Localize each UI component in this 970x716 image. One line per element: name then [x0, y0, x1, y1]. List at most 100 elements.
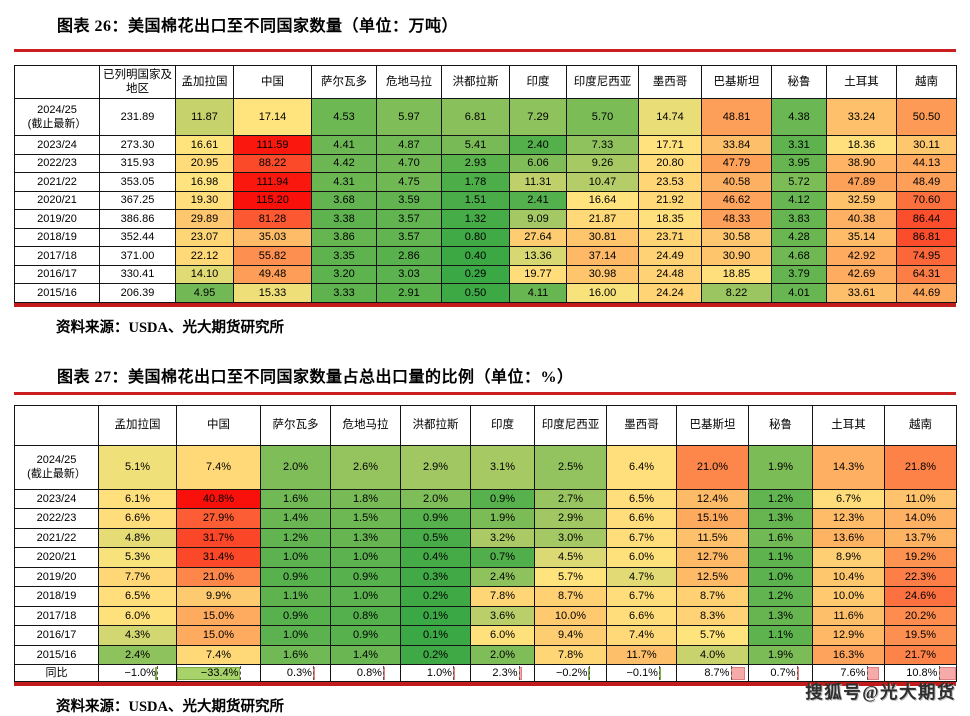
yoy-axis-line: [659, 666, 661, 680]
data-cell: 2.93: [441, 153, 510, 173]
data-cell: 17.14: [233, 98, 312, 136]
yoy-axis-line: [383, 666, 385, 680]
data-cell: 35.14: [826, 227, 897, 247]
data-cell: 30.58: [701, 227, 772, 247]
data-cell: 35.03: [233, 227, 312, 247]
data-cell: 1.1%: [748, 547, 813, 568]
data-cell: 0.9%: [330, 625, 401, 646]
data-cell: 1.3%: [330, 527, 401, 548]
data-cell: 6.0%: [606, 547, 677, 568]
data-cell: 7.7%: [98, 566, 177, 587]
data-cell: 4.31: [311, 172, 377, 192]
row-label: 2017/18: [14, 246, 100, 266]
data-cell: 12.3%: [812, 508, 885, 529]
data-cell: 3.6%: [470, 605, 535, 626]
data-cell: 27.64: [509, 227, 567, 247]
data-cell: 30.11: [896, 135, 957, 155]
data-cell: 7.33: [566, 135, 639, 155]
column-header: 土耳其: [826, 65, 897, 99]
column-header: 秘鲁: [771, 65, 827, 99]
column-header: 中国: [176, 404, 261, 446]
total-cell: 352.44: [99, 227, 176, 247]
data-cell: 115.20: [233, 190, 312, 210]
data-cell: 8.9%: [812, 547, 885, 568]
table-row: 2016/17 330.41 14.10 49.48 3.20 3.03 0.29 19.77…: [14, 264, 957, 284]
data-cell: 8.7%: [534, 586, 607, 607]
data-cell: 2.91: [376, 283, 442, 303]
figure26-source: 资料来源：USDA、光大期货研究所: [56, 319, 284, 336]
column-header: 中国: [233, 65, 312, 99]
yoy-axis-line: [866, 666, 868, 680]
watermark-sohu-account: 搜狐号@光大期货: [805, 682, 956, 702]
data-cell: 9.26: [566, 153, 639, 173]
yoy-value: 8.7%: [704, 667, 730, 679]
data-cell: 6.06: [509, 153, 567, 173]
data-cell: 12.9%: [812, 625, 885, 646]
data-cell: 18.35: [638, 209, 702, 229]
figure26-bottom-rule: [14, 302, 956, 307]
data-cell: 47.79: [701, 153, 772, 173]
data-cell: 47.89: [826, 172, 897, 192]
data-cell: 5.41: [441, 135, 510, 155]
row-label: 2024/25 (截止最新）: [14, 444, 99, 490]
data-cell: 11.31: [509, 172, 567, 192]
data-cell: 6.0%: [470, 625, 535, 646]
data-cell: 1.9%: [748, 644, 813, 665]
data-cell: 15.0%: [176, 605, 261, 626]
data-cell: 0.9%: [330, 566, 401, 587]
data-cell: 2.0%: [470, 644, 535, 665]
data-cell: 46.62: [701, 190, 772, 210]
yoy-axis-line: [938, 666, 940, 680]
yoy-negative-bar: [177, 666, 240, 680]
data-cell: 37.14: [566, 246, 639, 266]
data-cell: 2.6%: [330, 444, 401, 490]
row-label: 2023/24: [14, 488, 99, 509]
row-label: 2017/18: [14, 605, 99, 626]
data-cell: 10.4%: [812, 566, 885, 587]
data-cell: 3.83: [771, 209, 827, 229]
data-cell: 3.33: [311, 283, 377, 303]
data-cell: 0.9%: [400, 508, 471, 529]
data-cell: 74.95: [896, 246, 957, 266]
data-cell: 33.24: [826, 98, 897, 136]
data-cell: 4.5%: [534, 547, 607, 568]
data-cell: 40.8%: [176, 488, 261, 509]
data-cell: 0.80: [441, 227, 510, 247]
data-cell: 2.7%: [534, 488, 607, 509]
data-cell: 24.24: [638, 283, 702, 303]
data-cell: 12.4%: [676, 488, 749, 509]
column-header: 危地马拉: [330, 404, 401, 446]
yoy-cell: 0.8%: [330, 664, 401, 682]
data-cell: 6.0%: [98, 605, 177, 626]
data-cell: 8.7%: [676, 586, 749, 607]
data-cell: 6.7%: [606, 527, 677, 548]
data-cell: 9.09: [509, 209, 567, 229]
yoy-cell: 0.7%: [748, 664, 813, 682]
data-cell: 42.69: [826, 264, 897, 284]
data-cell: 18.36: [826, 135, 897, 155]
table-row: 2020/21 367.25 19.30 115.20 3.68 3.59 1.51 2.41…: [14, 190, 957, 210]
column-header: 墨西哥: [638, 65, 702, 99]
data-cell: 4.75: [376, 172, 442, 192]
column-header: 越南: [884, 404, 957, 446]
data-cell: 1.9%: [748, 444, 813, 490]
data-cell: 40.38: [826, 209, 897, 229]
data-cell: 21.7%: [884, 644, 957, 665]
data-cell: 5.7%: [676, 625, 749, 646]
data-cell: 48.49: [896, 172, 957, 192]
data-cell: 1.3%: [748, 508, 813, 529]
data-cell: 23.53: [638, 172, 702, 192]
data-cell: 13.36: [509, 246, 567, 266]
data-cell: 22.12: [175, 246, 234, 266]
data-cell: 3.2%: [470, 527, 535, 548]
data-cell: 31.7%: [176, 527, 261, 548]
data-cell: 0.1%: [400, 605, 471, 626]
data-cell: 24.6%: [884, 586, 957, 607]
data-cell: 3.59: [376, 190, 442, 210]
data-cell: 40.58: [701, 172, 772, 192]
data-cell: 19.2%: [884, 547, 957, 568]
data-cell: 7.4%: [606, 625, 677, 646]
total-cell: 231.89: [99, 98, 176, 136]
yoy-axis-line: [157, 666, 159, 680]
data-cell: 1.3%: [748, 605, 813, 626]
